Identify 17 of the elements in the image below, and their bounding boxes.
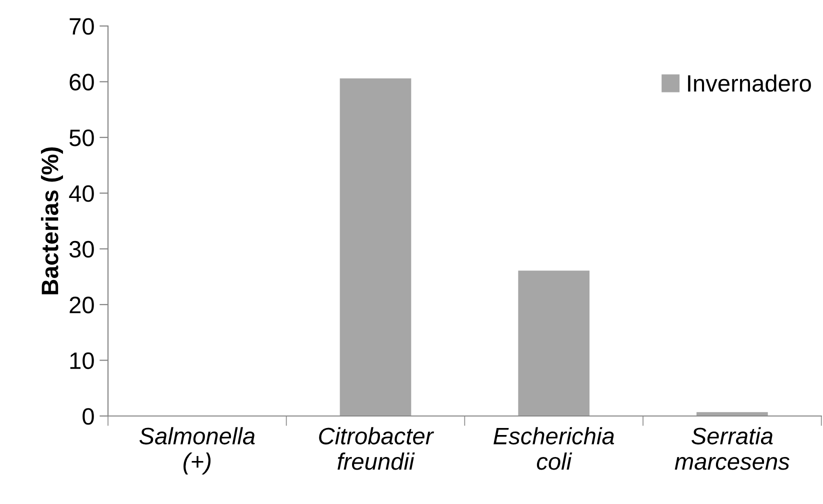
y-tick-label: 0 [82,408,94,425]
y-tick-label: 60 [70,74,94,90]
y-tick-label: 70 [70,18,94,35]
bar [340,78,412,416]
x-tick-label: Serratia marcesens [674,427,790,470]
y-axis-title: Bacterias (%) [40,147,63,294]
x-tick-label: Salmonella (+) [139,427,255,475]
bar [696,412,768,416]
y-tick-label: 40 [69,185,94,202]
y-tick-label: 20 [70,296,94,314]
x-tick-label: Citrobacter freundii [319,427,434,470]
y-tick-label: 30 [69,240,94,258]
x-tick-label: Escherichia coli [494,427,614,470]
legend-label: Invernadero [688,74,811,92]
y-tick-label: 50 [69,129,94,146]
bar [518,270,590,416]
y-tick-label: 10 [70,352,94,370]
